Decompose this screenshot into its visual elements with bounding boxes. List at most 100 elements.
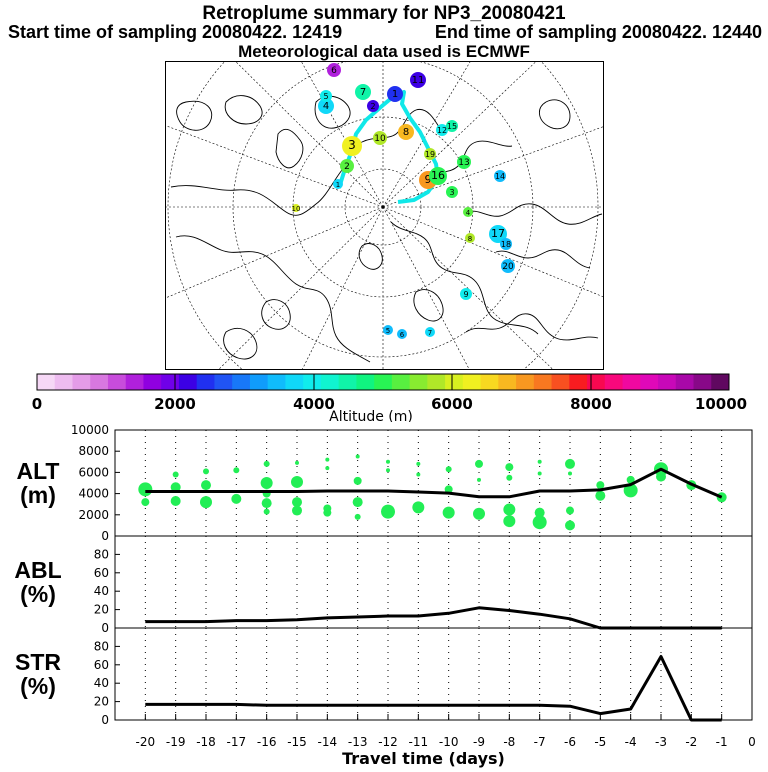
panel-axis-label: (m) — [20, 482, 56, 508]
y-tick-label: 80 — [94, 547, 109, 561]
x-axis: -20 -19 -18 -17 -16 -15 -14 -13 -12 -11 -10 -9 -8 -7-… — [136, 714, 756, 768]
scatter-point — [416, 461, 421, 466]
colorbar-cell — [658, 374, 677, 390]
x-tick-label: -5 — [594, 735, 606, 749]
trajectory-marker-label: 6 — [331, 66, 337, 76]
panel-axis-label: ABL — [14, 557, 61, 583]
scatter-point — [233, 467, 240, 474]
trajectory-marker-label: 3 — [449, 188, 454, 197]
trajectory-marker — [457, 155, 471, 169]
x-tick-label: -18 — [196, 735, 216, 749]
series-line — [145, 467, 723, 499]
scatter-point — [444, 485, 453, 494]
colorbar-tick-label: 2000 — [154, 395, 196, 413]
colorbar-cell — [320, 374, 340, 390]
x-tick-label: -11 — [409, 735, 429, 749]
trajectory-marker-label: 1 — [336, 181, 340, 189]
trajectory-marker-label: 18 — [501, 240, 511, 249]
colorbar-cells — [37, 374, 730, 390]
colorbar-cell — [90, 374, 109, 390]
chart-title: Retroplume summary for NP3_20080421 — [202, 3, 566, 24]
scatter-point — [623, 483, 638, 498]
trajectory-marker — [397, 329, 407, 339]
trajectory-marker-label: 15 — [447, 122, 457, 131]
scatter-point — [170, 496, 181, 507]
start-time-label: Start time of sampling 20080422. 12419 — [8, 22, 343, 42]
colorbar-svg: 0 2000 4000 6000 8000 10000 Altitude (m) — [32, 373, 747, 425]
panel-axis-label: STR — [15, 649, 61, 675]
x-tick-label: -17 — [227, 735, 247, 749]
trajectory-marker-label: 10 — [374, 134, 386, 144]
colorbar-cell — [196, 374, 215, 390]
trajectory-marker-label: 8 — [468, 235, 472, 243]
y-tick-label: 6000 — [78, 465, 109, 479]
trajectory-marker-label: 13 — [458, 158, 469, 168]
x-tick-label: -20 — [136, 735, 156, 749]
scatter-point — [477, 477, 481, 482]
x-tick-label: -9 — [473, 735, 485, 749]
scatter-point — [475, 459, 483, 468]
scatter-point — [203, 468, 209, 475]
trajectory-marker — [398, 124, 414, 140]
colorbar-cell — [480, 374, 499, 390]
trajectory-marker — [342, 136, 362, 156]
colorbar-cell — [232, 374, 251, 390]
trajectory-marker — [425, 327, 435, 337]
trajectory-marker-label: 2 — [370, 102, 375, 111]
trajectory-marker — [340, 159, 354, 173]
x-tick-label: -13 — [348, 735, 368, 749]
colorbar-cell — [143, 374, 162, 390]
colorbar-cell — [214, 374, 233, 390]
scatter-point — [381, 504, 395, 519]
panel-frame — [114, 627, 753, 721]
scatter-point — [416, 472, 421, 477]
scatter-point — [595, 490, 606, 501]
y-tick-label: 0 — [101, 713, 109, 727]
colorbar-cell — [285, 374, 304, 390]
trajectory-marker — [500, 238, 512, 250]
scatter-point — [172, 471, 179, 478]
scatter-point — [596, 481, 605, 490]
x-tick-label: -10 — [439, 735, 459, 749]
abl-panel: 0 20 40 60 80 ABL(%) — [14, 535, 753, 635]
scatter-point — [323, 508, 332, 517]
trajectory-marker-label: 4 — [323, 101, 329, 112]
x-tick-label: -8 — [503, 735, 515, 749]
trajectory-marker — [489, 225, 507, 243]
trajectory-marker-label: 7 — [360, 87, 366, 98]
y-tick-label: 60 — [94, 658, 109, 672]
trajectory-marker — [494, 170, 506, 182]
scatter-point — [656, 471, 666, 482]
scatter-point — [263, 508, 270, 515]
scatter-point — [200, 496, 212, 509]
y-tick-label: 2000 — [78, 508, 109, 522]
scatter-point — [537, 459, 542, 464]
colorbar-cell — [356, 374, 375, 390]
alt-panel: 0 2000 4000 6000 8000 10000 ALT(m) — [16, 423, 753, 543]
x-tick-label: -12 — [378, 735, 398, 749]
scatter-point — [506, 474, 513, 481]
trajectory-marker — [465, 233, 475, 243]
trajectory-marker — [318, 98, 334, 114]
trajectory-marker-label: 11 — [412, 75, 425, 86]
trajectory-marker — [429, 167, 447, 185]
trajectory-marker — [501, 259, 515, 273]
colorbar-cell — [569, 374, 588, 390]
colorbar-cell — [249, 374, 269, 390]
scatter-point — [325, 457, 330, 462]
colorbar-cell — [533, 374, 553, 390]
x-tick-label: 0 — [748, 735, 756, 749]
scatter-point — [566, 506, 574, 515]
x-tick-label: -1 — [716, 735, 728, 749]
trajectory-marker-label: 7 — [428, 329, 432, 337]
colorbar-cell — [551, 374, 570, 390]
trajectory-marker-label: 3 — [348, 138, 356, 152]
colorbar-cell — [125, 374, 144, 390]
trajectory-marker-label: 19 — [425, 150, 435, 159]
scatter-point — [568, 471, 572, 476]
scatter-point — [442, 506, 455, 519]
trajectory-marker — [387, 86, 403, 102]
y-tick-label: 0 — [101, 621, 109, 635]
x-tick-label: -16 — [257, 735, 277, 749]
trajectory-marker-label: 16 — [431, 169, 445, 182]
